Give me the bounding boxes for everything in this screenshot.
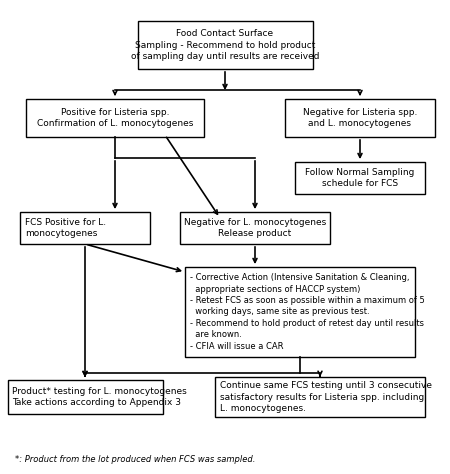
Text: FCS Positive for L.
monocytogenes: FCS Positive for L. monocytogenes [25, 218, 106, 238]
Text: Negative for Listeria spp.
and L. monocytogenes: Negative for Listeria spp. and L. monocy… [303, 108, 417, 128]
Text: Follow Normal Sampling
schedule for FCS: Follow Normal Sampling schedule for FCS [305, 168, 415, 188]
Text: *: Product from the lot produced when FCS was sampled.: *: Product from the lot produced when FC… [15, 455, 256, 464]
Text: Continue same FCS testing until 3 consecutive
satisfactory results for Listeria : Continue same FCS testing until 3 consec… [220, 381, 432, 413]
Bar [138, 21, 312, 69]
Bar [285, 99, 435, 137]
Bar [180, 212, 330, 244]
Bar [20, 212, 150, 244]
Bar [215, 377, 425, 417]
Bar [8, 380, 162, 414]
Text: Product* testing for L. monocytogenes
Take actions according to Appendix 3: Product* testing for L. monocytogenes Ta… [13, 387, 187, 407]
Bar [185, 267, 415, 357]
Text: Negative for L. monocytogenes
Release product: Negative for L. monocytogenes Release pr… [184, 218, 326, 238]
Bar [26, 99, 204, 137]
Bar [295, 162, 425, 194]
Text: - Corrective Action (Intensive Sanitation & Cleaning,
  appropriate sections of : - Corrective Action (Intensive Sanitatio… [190, 273, 425, 351]
Text: Positive for Listeria spp.
Confirmation of L. monocytogenes: Positive for Listeria spp. Confirmation … [37, 108, 193, 128]
Text: Food Contact Surface
Sampling - Recommend to hold product
of sampling day until : Food Contact Surface Sampling - Recommen… [131, 29, 319, 61]
